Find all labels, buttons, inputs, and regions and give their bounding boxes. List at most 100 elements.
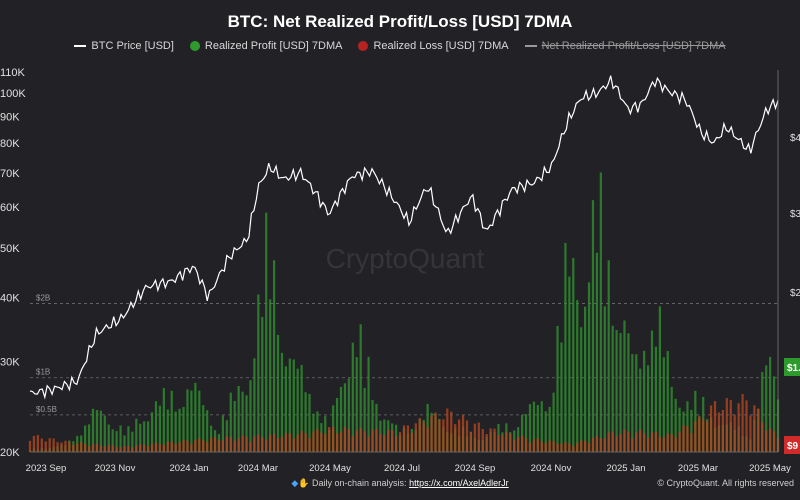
profit-bar [280,352,284,452]
profit-bar [304,392,307,452]
loss-bar [670,433,673,452]
x-tick-label: 2024 Nov [531,463,572,474]
loss-bar [481,429,484,452]
loss-bar [434,412,437,452]
loss-bar [72,444,75,452]
loss-bar [627,431,630,452]
dot-swatch-icon [189,41,200,51]
loss-bar [422,421,425,452]
loss-bar [107,445,110,452]
loss-bar [233,440,236,452]
profit-bar [347,378,350,452]
loss-bar [426,427,429,452]
footer-attribution: ◆✋ Daily on-chain analysis: https://x.co… [0,478,800,489]
profit-bar [363,387,366,452]
loss-bar [686,426,689,452]
loss-bar [749,415,752,452]
loss-bar [446,408,449,452]
profit-bar [576,300,579,452]
profit-bar [761,371,764,452]
loss-bar [359,427,362,452]
loss-bar [643,433,646,452]
profit-bar [225,420,228,452]
legend-item-btc-price[interactable]: BTC Price [USD] [74,40,174,52]
loss-bar [229,436,232,452]
loss-bar [178,442,181,452]
loss-bar [371,430,374,452]
loss-bar [706,421,709,452]
loss-bar [698,415,701,452]
loss-bar [485,434,488,452]
x-tick-label: 2023 Sep [26,463,67,474]
loss-bar [119,447,122,452]
profit-bar [265,212,268,452]
loss-bar [276,437,280,452]
loss-bar [509,433,512,452]
legend-item-realized-profit[interactable]: Realized Profit [USD] 7DMA [189,40,342,52]
right-tick-label: $3 [790,209,800,220]
loss-bar [501,435,504,452]
profit-bar [769,356,772,452]
loss-bar [194,440,197,452]
loss-bar [64,440,67,452]
loss-bar [328,427,331,452]
footer-link[interactable]: https://x.com/AxelAdlerJr [409,478,509,488]
footer-copyright: © CryptoQuant. All rights reserved [657,478,794,488]
guide-label: $2B [36,293,50,302]
loss-bar [713,401,717,452]
x-tick-label: 2025 Mar [678,463,718,474]
profit-bar [643,350,646,452]
profit-bar [615,330,618,452]
loss-bar [115,447,118,452]
loss-bar [272,434,276,452]
profit-bar [524,414,528,452]
copyright-text: © CryptoQuant. All rights reserved [657,478,794,488]
line-swatch-icon [74,45,87,47]
loss-bar [166,441,169,452]
loss-bar [442,419,445,452]
loss-bar [402,425,406,452]
profit-bar [107,424,110,452]
profit-bar [335,398,339,452]
loss-bar [580,440,583,452]
loss-bar [591,437,595,452]
profit-bar [194,382,197,452]
loss-bar [737,403,740,452]
gem-icon: ◆ [291,478,299,488]
profit-bar [623,320,626,452]
x-tick-label: 2024 Jul [384,463,420,474]
profit-bar [627,333,630,452]
legend-item-realized-loss[interactable]: Realized Loss [USD] 7DMA [358,40,509,52]
x-tick-label: 2024 Jan [169,463,208,474]
loss-bar [733,414,736,452]
loss-bar [450,411,453,452]
profit-bar [375,403,378,452]
loss-bar [741,394,744,452]
loss-bar [261,437,264,452]
profit-bar [174,411,177,452]
profit-bar [540,401,543,452]
last-value-badge [784,358,800,376]
profit-bar [127,426,130,452]
profit-bar [245,395,248,452]
profit-bar [233,401,236,452]
profit-bar [591,200,595,452]
loss-bar [91,444,95,452]
loss-bar [709,405,713,452]
profit-bar [131,431,134,452]
legend-item-net-realized[interactable]: Net Realized Profit/Loss [USD] 7DMA [524,40,726,52]
profit-bar [367,356,370,452]
profit-bar [678,407,681,452]
loss-bar [465,420,469,452]
loss-bar [186,440,189,452]
x-tick-label: 2024 May [309,463,351,474]
profit-bar [229,392,232,452]
loss-bar [548,440,551,452]
profit-bar [87,424,91,452]
loss-bar [343,427,347,452]
loss-bar [646,437,650,452]
profit-bar [111,429,114,452]
profit-bar [324,415,327,452]
loss-bar [765,430,768,452]
profit-bar [237,386,240,452]
